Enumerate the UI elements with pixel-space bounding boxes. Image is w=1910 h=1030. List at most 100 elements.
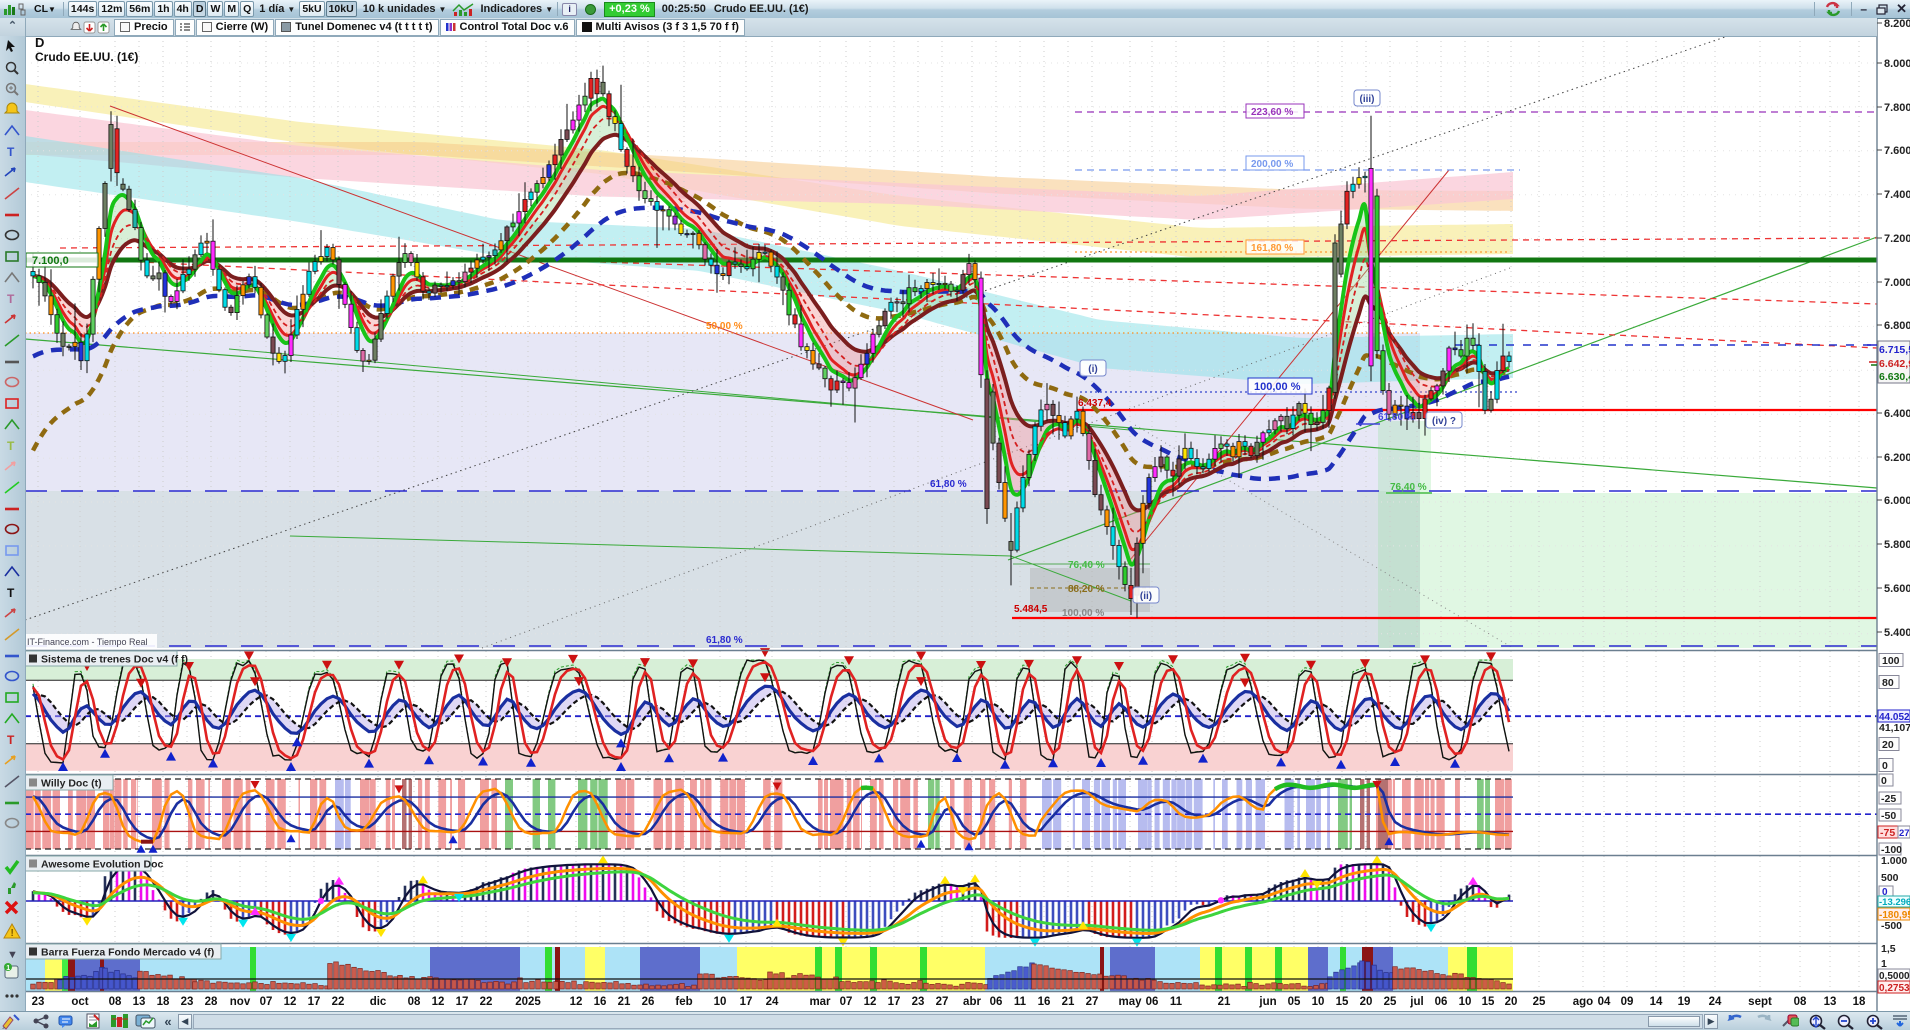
svg-text:6.000: 6.000: [1884, 495, 1910, 507]
svg-text:D: D: [35, 35, 44, 50]
svg-text:61,80 %: 61,80 %: [930, 479, 967, 490]
svg-text:23: 23: [32, 996, 45, 1008]
svg-text:ago: ago: [1573, 996, 1593, 1008]
svg-text:100,00 %: 100,00 %: [1254, 381, 1301, 393]
svg-text:27: 27: [936, 996, 949, 1008]
svg-text:76,40 %: 76,40 %: [1390, 482, 1427, 493]
svg-text:13: 13: [133, 996, 146, 1008]
svg-text:24: 24: [766, 996, 779, 1008]
svg-text:T: T: [7, 439, 15, 453]
svg-text:80: 80: [1882, 677, 1894, 689]
svg-text:17: 17: [308, 996, 321, 1008]
svg-text:23: 23: [181, 996, 194, 1008]
svg-text:08: 08: [109, 996, 122, 1008]
svg-text:13: 13: [1824, 996, 1837, 1008]
svg-text:21: 21: [1218, 996, 1231, 1008]
svg-text:18: 18: [1853, 996, 1866, 1008]
svg-text:100: 100: [1882, 655, 1900, 667]
svg-text:25: 25: [1533, 996, 1546, 1008]
svg-text:5.600: 5.600: [1884, 583, 1910, 595]
svg-text:abr: abr: [963, 996, 981, 1008]
svg-text:(i): (i): [1088, 364, 1097, 375]
svg-text:6.200: 6.200: [1884, 452, 1910, 464]
svg-text:276: 276: [1899, 828, 1910, 839]
svg-text:6.800: 6.800: [1884, 320, 1910, 332]
svg-text:7.000: 7.000: [1884, 277, 1910, 289]
svg-text:10: 10: [714, 996, 727, 1008]
svg-text:7.200: 7.200: [1884, 233, 1910, 245]
svg-text:sept: sept: [1748, 996, 1772, 1008]
svg-text:5.400: 5.400: [1884, 627, 1910, 639]
svg-text:jul: jul: [1409, 996, 1423, 1008]
svg-text:Sistema de trenes Doc v4 (f f): Sistema de trenes Doc v4 (f f): [41, 654, 188, 666]
svg-text:161,80 %: 161,80 %: [1251, 243, 1293, 254]
svg-text:7.800: 7.800: [1884, 102, 1910, 114]
svg-text:5.800: 5.800: [1884, 539, 1910, 551]
svg-text:8.200: 8.200: [1884, 18, 1910, 30]
svg-text:7.100,0: 7.100,0: [32, 255, 69, 267]
svg-text:5.484,5: 5.484,5: [1014, 604, 1048, 615]
svg-text:7.400: 7.400: [1884, 189, 1910, 201]
svg-text:8.000: 8.000: [1884, 58, 1910, 70]
svg-text:-500: -500: [1881, 920, 1902, 932]
svg-text:17: 17: [456, 996, 469, 1008]
svg-text:20: 20: [1505, 996, 1518, 1008]
svg-text:23: 23: [912, 996, 925, 1008]
svg-text:IT-Finance.com - Tiempo Real: IT-Finance.com - Tiempo Real: [27, 637, 148, 647]
svg-text:-50: -50: [1881, 810, 1896, 822]
svg-text:6.630,4: 6.630,4: [1879, 371, 1910, 383]
svg-text:25: 25: [1384, 996, 1397, 1008]
svg-text:T: T: [7, 733, 15, 747]
svg-text:08: 08: [408, 996, 421, 1008]
svg-text:223,60 %: 223,60 %: [1251, 107, 1293, 118]
svg-text:(iv) ?: (iv) ?: [1432, 416, 1456, 427]
svg-text:Willy Doc (t): Willy Doc (t): [41, 778, 102, 790]
svg-text:10: 10: [1312, 996, 1325, 1008]
svg-text:10: 10: [1459, 996, 1472, 1008]
svg-text:20: 20: [1882, 739, 1894, 751]
svg-text:05: 05: [1288, 996, 1301, 1008]
svg-text:may: may: [1118, 996, 1142, 1008]
svg-text:12: 12: [284, 996, 297, 1008]
svg-text:500: 500: [1881, 872, 1899, 884]
svg-text:15: 15: [1336, 996, 1349, 1008]
svg-text:jun: jun: [1258, 996, 1276, 1008]
svg-text:12: 12: [432, 996, 445, 1008]
svg-text:22: 22: [480, 996, 493, 1008]
svg-text:21: 21: [1062, 996, 1075, 1008]
svg-text:06: 06: [1435, 996, 1448, 1008]
svg-text:16: 16: [1038, 996, 1051, 1008]
svg-text:88,20 %: 88,20 %: [1068, 584, 1105, 595]
svg-text:oct: oct: [71, 996, 88, 1008]
svg-text:200,00 %: 200,00 %: [1251, 159, 1293, 170]
svg-text:19: 19: [1678, 996, 1691, 1008]
svg-text:0: 0: [1882, 887, 1888, 898]
svg-text:06: 06: [1146, 996, 1159, 1008]
svg-text:15: 15: [1482, 996, 1495, 1008]
svg-text:61,80 %: 61,80 %: [706, 635, 743, 646]
svg-text:41,107: 41,107: [1879, 722, 1910, 734]
svg-text:21: 21: [618, 996, 631, 1008]
svg-text:06: 06: [990, 996, 1003, 1008]
svg-text:6.400: 6.400: [1884, 408, 1910, 420]
svg-text:-180,95: -180,95: [1879, 910, 1910, 921]
svg-text:6.715,5: 6.715,5: [1879, 344, 1910, 356]
svg-text:20: 20: [1360, 996, 1373, 1008]
svg-text:100,00 %: 100,00 %: [1062, 608, 1104, 619]
svg-text:6.642,9: 6.642,9: [1879, 358, 1910, 370]
svg-text:-13.296: -13.296: [1879, 897, 1910, 908]
svg-text:11: 11: [1014, 996, 1027, 1008]
svg-text:27: 27: [1086, 996, 1099, 1008]
svg-text:09: 09: [1621, 996, 1634, 1008]
svg-text:T: T: [7, 292, 15, 306]
svg-text:07: 07: [840, 996, 853, 1008]
svg-text:nov: nov: [230, 996, 251, 1008]
svg-text:12: 12: [570, 996, 583, 1008]
svg-text:12: 12: [864, 996, 877, 1008]
svg-text:(ii): (ii): [1140, 591, 1152, 602]
svg-text:08: 08: [1794, 996, 1807, 1008]
svg-text:1,5: 1,5: [1881, 943, 1896, 955]
svg-text:44.052: 44.052: [1879, 712, 1910, 723]
svg-text:18: 18: [157, 996, 170, 1008]
svg-text:dic: dic: [370, 996, 387, 1008]
